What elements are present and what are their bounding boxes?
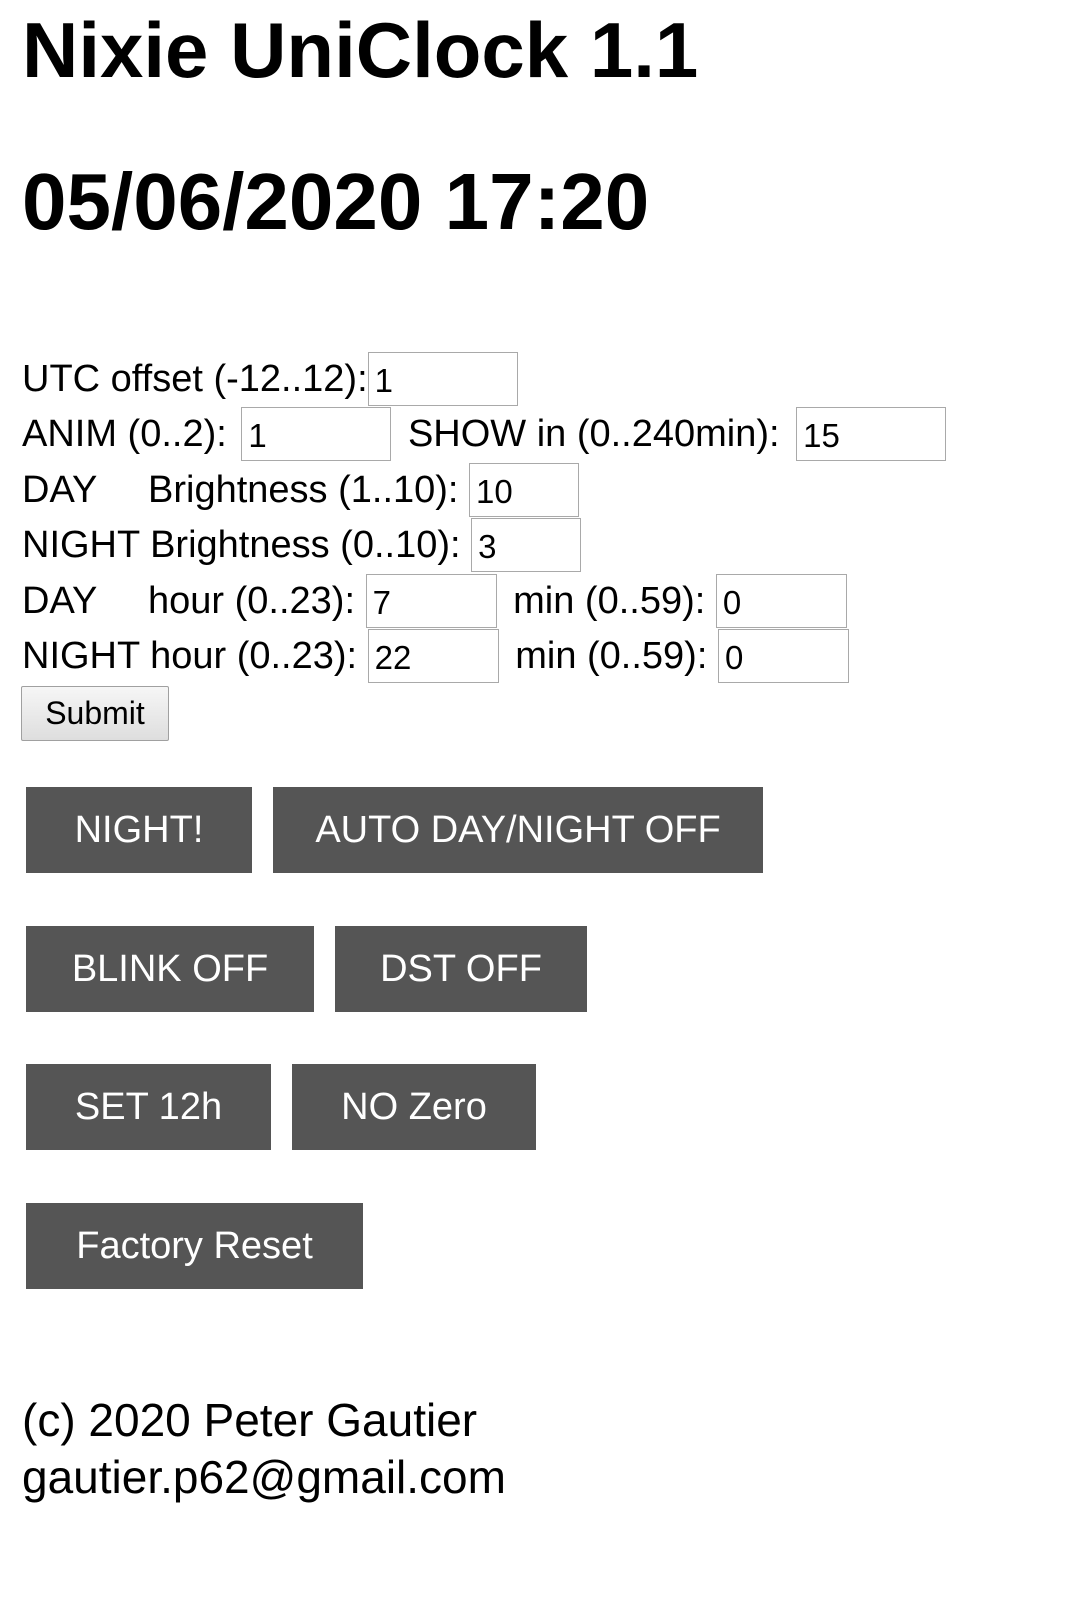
- day-hour-row: DAY hour (0..23): min (0..59):: [22, 574, 847, 628]
- page-title: Nixie UniClock 1.1: [22, 6, 699, 94]
- submit-button[interactable]: Submit: [21, 686, 169, 741]
- anim-row: ANIM (0..2): SHOW in (0..240min):: [22, 407, 947, 461]
- night-brightness-input[interactable]: [471, 518, 582, 572]
- day-hour-label: hour (0..23):: [148, 580, 355, 622]
- utc-offset-input[interactable]: [367, 352, 518, 406]
- factory-reset-button[interactable]: Factory Reset: [26, 1203, 363, 1289]
- no-zero-button[interactable]: NO Zero: [292, 1064, 536, 1150]
- blink-button[interactable]: BLINK OFF: [26, 926, 314, 1012]
- email-text: gautier.p62@gmail.com: [22, 1451, 506, 1503]
- day-hour-input[interactable]: [365, 574, 497, 628]
- night-min-label: min (0..59):: [515, 635, 708, 677]
- day-brightness-input[interactable]: [469, 463, 580, 517]
- dst-button[interactable]: DST OFF: [335, 926, 587, 1012]
- day-brightness-row: DAY Brightness (1..10):: [22, 463, 580, 517]
- anim-input[interactable]: [241, 407, 392, 461]
- night-hour-row: NIGHT hour (0..23): min (0..59):: [22, 629, 849, 683]
- utc-offset-label: UTC offset (-12..12):: [22, 358, 368, 400]
- night-min-input[interactable]: [717, 629, 849, 683]
- night-hour-input[interactable]: [367, 629, 499, 683]
- day-min-input[interactable]: [715, 574, 847, 628]
- current-datetime: 05/06/2020 17:20: [22, 157, 650, 246]
- day-brightness-label: Brightness (1..10):: [148, 469, 459, 511]
- night-button[interactable]: NIGHT!: [26, 787, 252, 873]
- utc-offset-row: UTC offset (-12..12):: [22, 352, 518, 406]
- anim-label: ANIM (0..2):: [22, 413, 227, 455]
- night-brightness-label: NIGHT Brightness (0..10):: [22, 524, 461, 566]
- day-hour-day-label: DAY: [22, 580, 98, 622]
- copyright-text: (c) 2020 Peter Gautier: [22, 1394, 478, 1446]
- footer: (c) 2020 Peter Gautier gautier.p62@gmail…: [22, 1392, 506, 1506]
- night-brightness-row: NIGHT Brightness (0..10):: [22, 518, 582, 572]
- day-min-label: min (0..59):: [513, 580, 706, 622]
- show-in-input[interactable]: [796, 407, 947, 461]
- show-in-label: SHOW in (0..240min):: [407, 413, 780, 455]
- set-12h-button[interactable]: SET 12h: [26, 1064, 271, 1150]
- day-brightness-day-label: DAY: [22, 469, 98, 511]
- night-hour-label: NIGHT hour (0..23):: [22, 635, 358, 677]
- auto-day-night-button[interactable]: AUTO DAY/NIGHT OFF: [273, 787, 763, 873]
